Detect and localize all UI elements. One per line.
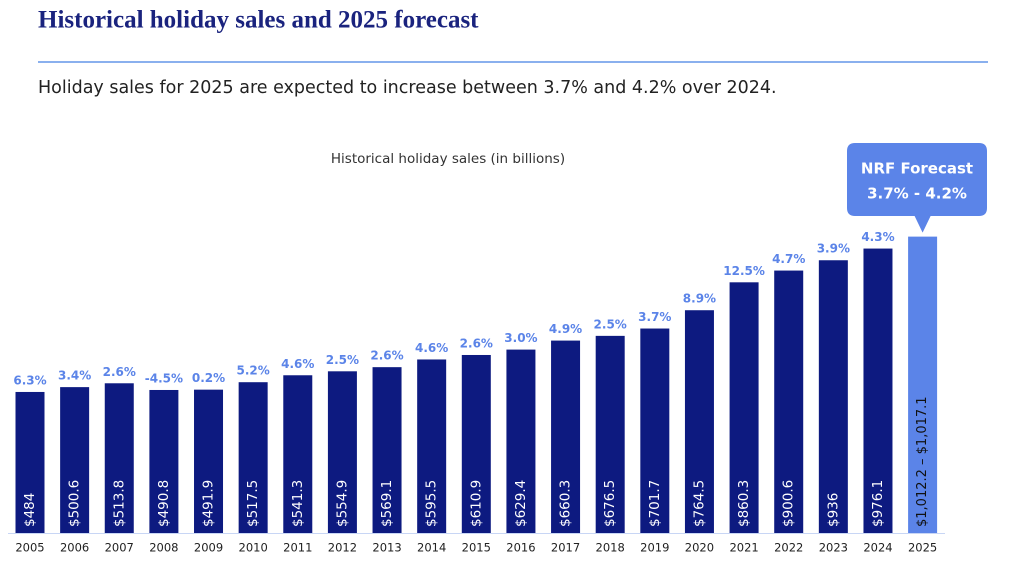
bar (729, 282, 759, 533)
x-tick-label: 2012 (328, 541, 357, 555)
bar (238, 382, 268, 533)
x-tick-label: 2011 (283, 541, 312, 555)
growth-label: 4.6% (281, 357, 314, 371)
callout-title: NRF Forecast (861, 160, 973, 178)
bar (372, 367, 402, 533)
bar (863, 248, 893, 533)
bar (684, 310, 714, 533)
growth-label: 4.9% (549, 322, 582, 336)
growth-label: 2.6% (460, 336, 493, 350)
bar (461, 354, 491, 533)
x-tick-label: 2024 (863, 541, 892, 555)
bar (283, 375, 313, 533)
growth-label: 12.5% (723, 264, 765, 278)
value-label: $900.6 (781, 480, 797, 527)
x-tick-label: 2018 (596, 541, 625, 555)
value-label: $569.1 (379, 480, 395, 527)
value-label: $490.8 (156, 480, 172, 527)
chart-label: Historical holiday sales (in billions) (331, 151, 565, 167)
x-tick-label: 2015 (462, 541, 491, 555)
growth-label: 3.7% (638, 310, 671, 324)
bar (551, 340, 581, 533)
value-label: $860.3 (736, 480, 752, 527)
growth-label: 4.6% (415, 341, 448, 355)
value-label: $976.1 (870, 480, 886, 527)
x-tick-label: 2006 (60, 541, 89, 555)
callout-box (847, 143, 987, 233)
growth-label: 0.2% (192, 371, 225, 385)
value-label: $676.5 (602, 480, 618, 527)
bar (818, 260, 848, 533)
subtitle: Holiday sales for 2025 are expected to i… (38, 78, 777, 98)
bar (194, 389, 224, 533)
growth-label: 6.3% (13, 373, 46, 387)
growth-label: 3.9% (817, 242, 850, 256)
bar (417, 359, 447, 533)
x-tick-label: 2010 (239, 541, 268, 555)
growth-label: 3.0% (504, 331, 537, 345)
bar (595, 335, 625, 533)
growth-label: 2.5% (594, 317, 627, 331)
value-label: $610.9 (468, 480, 484, 527)
x-tick-label: 2025 (908, 541, 937, 555)
forecast-bar (908, 236, 938, 533)
value-label: $491.9 (201, 480, 217, 527)
x-tick-label: 2019 (640, 541, 669, 555)
value-label: $701.7 (647, 480, 663, 527)
value-label: $629.4 (513, 480, 529, 527)
value-label: $541.3 (290, 480, 306, 527)
bar (104, 383, 134, 533)
x-tick-label: 2020 (685, 541, 714, 555)
forecast-label: $1,012.2 – $1,017.1 (915, 396, 930, 527)
growth-label: 5.2% (237, 364, 270, 378)
growth-label: 4.3% (861, 230, 894, 244)
x-tick-label: 2008 (149, 541, 178, 555)
x-tick-label: 2005 (15, 541, 44, 555)
callout-range: 3.7% - 4.2% (867, 185, 967, 203)
growth-label: 2.6% (103, 365, 136, 379)
bar (774, 270, 804, 533)
x-tick-label: 2007 (105, 541, 134, 555)
bar (327, 371, 357, 533)
value-label: $500.6 (67, 480, 83, 527)
bar (506, 349, 536, 533)
x-tick-label: 2013 (372, 541, 401, 555)
x-tick-label: 2017 (551, 541, 580, 555)
x-tick-label: 2009 (194, 541, 223, 555)
value-label: $517.5 (245, 480, 261, 527)
x-tick-label: 2014 (417, 541, 446, 555)
bar (15, 391, 45, 533)
growth-label: 2.6% (370, 349, 403, 363)
chart-title: Historical holiday sales and 2025 foreca… (38, 7, 479, 34)
growth-label: 8.9% (683, 292, 716, 306)
growth-label: 2.5% (326, 353, 359, 367)
value-label: $484 (22, 493, 38, 527)
value-label: $660.3 (558, 480, 574, 527)
bar (149, 389, 179, 533)
value-label: $595.5 (424, 480, 440, 527)
value-label: $513.8 (111, 480, 127, 527)
x-tick-label: 2021 (729, 541, 758, 555)
x-tick-label: 2016 (506, 541, 535, 555)
value-label: $764.5 (691, 480, 707, 527)
growth-label: -4.5% (145, 371, 183, 385)
value-label: $554.9 (334, 480, 350, 527)
growth-label: 4.7% (772, 252, 805, 266)
bar (60, 387, 90, 533)
x-tick-label: 2022 (774, 541, 803, 555)
x-tick-label: 2023 (819, 541, 848, 555)
bar (640, 328, 670, 533)
growth-label: 3.4% (58, 369, 91, 383)
value-label: $936 (825, 493, 841, 527)
